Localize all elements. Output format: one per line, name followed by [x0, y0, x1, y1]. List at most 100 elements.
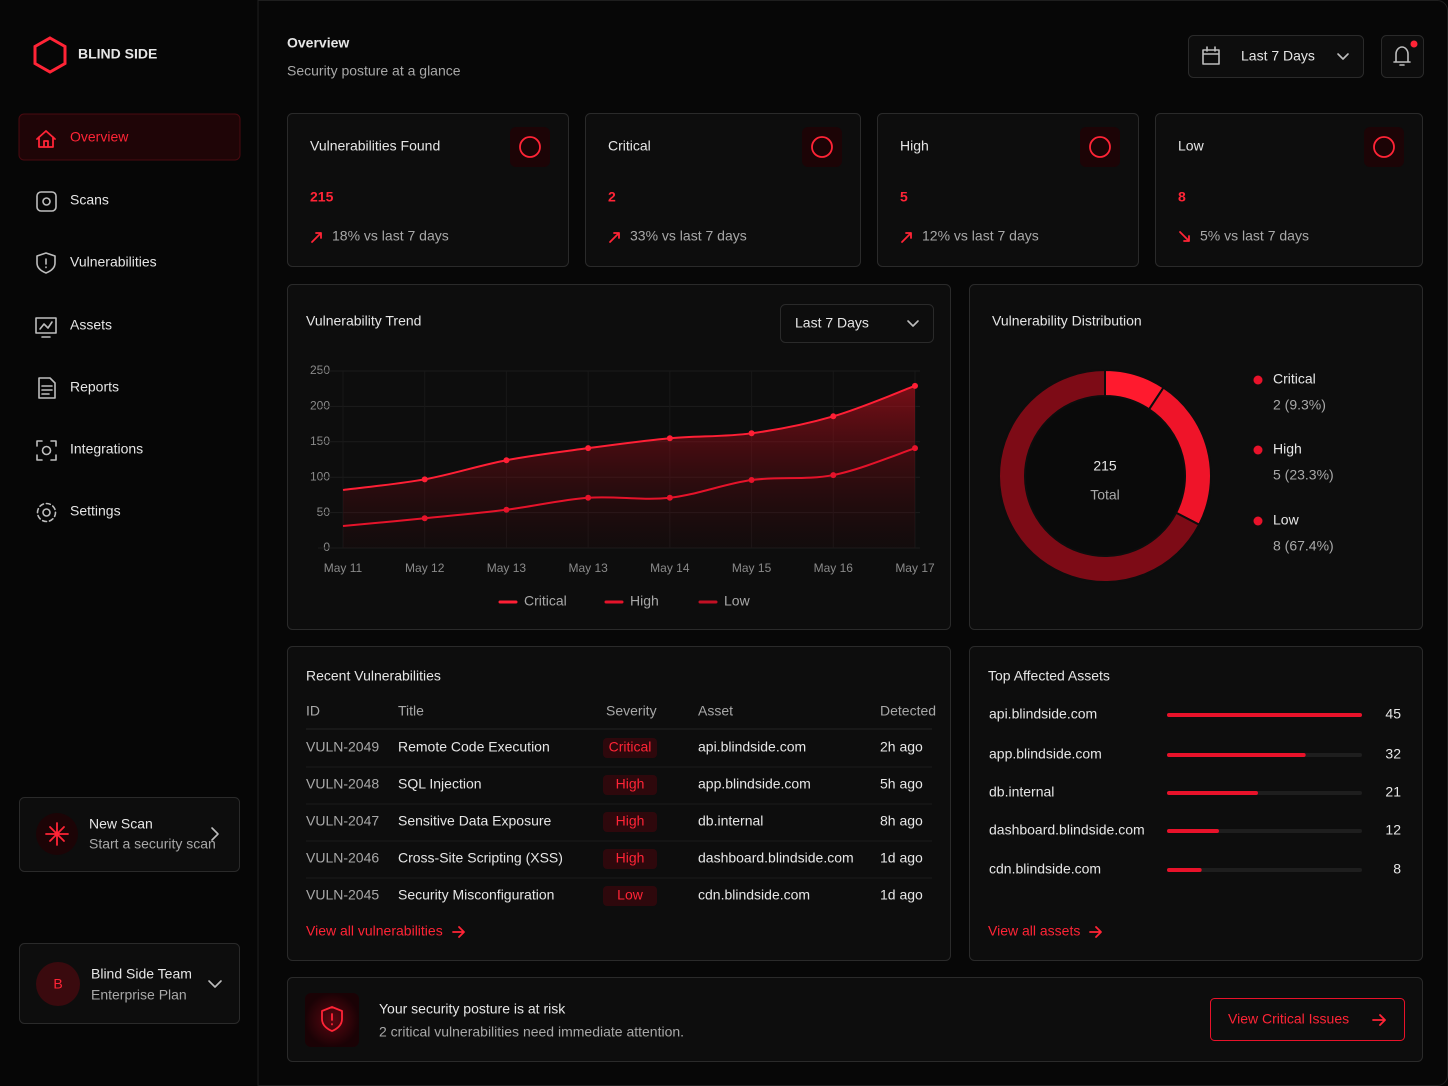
bar	[1167, 791, 1258, 795]
y-tick-label: 100	[310, 469, 330, 483]
donut-chart: 215 Total Critical 2 (9.3%) High 5 (23.3%) Low…	[998, 368, 1334, 583]
trend-arrow	[901, 232, 912, 243]
asset-name: dashboard.blindside.com	[989, 822, 1145, 838]
trend-arrow	[609, 232, 620, 243]
bar-track	[1167, 868, 1362, 872]
stat-icon	[1089, 136, 1111, 158]
severity-pill	[603, 738, 657, 758]
line	[342, 447, 916, 528]
nav-item[interactable]: Assets	[70, 317, 112, 333]
cell: 2h ago	[880, 739, 923, 755]
nav-icon	[35, 317, 57, 338]
notification-dot	[1410, 40, 1418, 48]
stat-change: 12% vs last 7 days	[922, 228, 1039, 244]
bar	[1167, 713, 1362, 717]
y-tick-label: 50	[317, 505, 331, 519]
donut-segment	[998, 368, 1201, 583]
trend-arrow	[1179, 231, 1190, 242]
x-tick-label: May 17	[895, 561, 935, 575]
stat-icon	[811, 136, 833, 158]
stat-change: 5% vs last 7 days	[1200, 228, 1309, 244]
cell: 1d ago	[880, 887, 923, 903]
nav-item[interactable]: Vulnerabilities	[70, 254, 157, 270]
table-link[interactable]: View all vulnerabilities	[306, 923, 443, 939]
x-tick-label: May 12	[405, 561, 445, 575]
legend-value: 5 (23.3%)	[1273, 467, 1334, 483]
alert-button[interactable]	[1210, 998, 1405, 1041]
legend-dot	[1253, 445, 1263, 455]
stat-card	[877, 113, 1139, 267]
sidebar	[0, 0, 258, 1086]
notifications[interactable]	[1381, 35, 1424, 78]
range-label: Last 7 Days	[1241, 48, 1315, 64]
page-subtitle: Security posture at a glance	[287, 63, 461, 79]
cell: VULN-2046	[306, 850, 379, 866]
cell: api.blindside.com	[698, 739, 806, 755]
cell: app.blindside.com	[698, 776, 811, 792]
nav-item[interactable]: Integrations	[70, 441, 143, 457]
stat-label: Vulnerabilities Found	[310, 138, 440, 154]
assets-link[interactable]: View all assets	[988, 923, 1080, 939]
stat-label: Low	[1178, 138, 1205, 154]
cell: VULN-2047	[306, 813, 379, 829]
severity-pill	[603, 775, 657, 795]
stat-icon-bg	[802, 127, 842, 167]
team-card[interactable]	[19, 943, 240, 1024]
bar	[1167, 829, 1219, 833]
cell: 5h ago	[880, 776, 923, 792]
period-select[interactable]	[780, 304, 934, 343]
severity-pill	[603, 812, 657, 832]
bar-value: 12	[1385, 822, 1401, 838]
column-header: Detected	[880, 703, 936, 719]
alert-message: 2 critical vulnerabilities need immediat…	[379, 1024, 684, 1040]
stat-change: 18% vs last 7 days	[332, 228, 449, 244]
point	[503, 457, 510, 464]
point	[503, 506, 510, 513]
stat-icon	[1373, 136, 1395, 158]
stat-value: 2	[608, 189, 616, 205]
nav-item[interactable]: Settings	[70, 503, 121, 519]
point	[585, 445, 592, 452]
alert-banner	[287, 977, 1423, 1062]
stat-change: 33% vs last 7 days	[630, 228, 747, 244]
nav-icon	[42, 508, 51, 517]
column-header: Severity	[606, 703, 657, 719]
point	[585, 494, 592, 501]
stat-icon-bg	[1080, 127, 1120, 167]
bar-value: 21	[1385, 784, 1401, 800]
nav-item[interactable]: Scans	[70, 192, 109, 208]
cell: Cross-Site Scripting (XSS)	[398, 850, 563, 866]
area	[343, 385, 915, 548]
chart-title: Vulnerability Trend	[306, 313, 421, 329]
line	[342, 384, 916, 491]
point	[666, 494, 673, 501]
stat-value: 8	[1178, 189, 1186, 205]
range-select[interactable]	[1188, 35, 1364, 78]
asset-name: app.blindside.com	[989, 746, 1102, 762]
chart-title: Top Affected Assets	[988, 668, 1110, 684]
severity: High	[616, 813, 645, 829]
cell: 8h ago	[880, 813, 923, 829]
bar-value: 8	[1393, 861, 1401, 877]
chevron	[1337, 53, 1349, 60]
nav-item[interactable]: Overview	[70, 129, 129, 145]
nav-item[interactable]: Reports	[70, 379, 119, 395]
donut-total-label: Total	[1090, 487, 1120, 503]
point	[421, 476, 428, 483]
legend-dot	[1253, 516, 1263, 526]
arrow	[1089, 926, 1102, 938]
y-tick-label: 200	[310, 399, 330, 413]
assets-card	[969, 646, 1423, 961]
x-tick-label: May 13	[568, 561, 608, 575]
legend-label: High	[630, 593, 659, 609]
legend-label: High	[1273, 441, 1302, 457]
point	[421, 515, 428, 522]
bar	[1167, 868, 1202, 872]
nav-icon	[36, 502, 57, 523]
cell: Sensitive Data Exposure	[398, 813, 552, 829]
new-scan-card[interactable]	[19, 797, 240, 872]
severity: Low	[617, 887, 644, 903]
table-title: Recent Vulnerabilities	[306, 668, 441, 684]
period-label: Last 7 Days	[795, 315, 869, 331]
